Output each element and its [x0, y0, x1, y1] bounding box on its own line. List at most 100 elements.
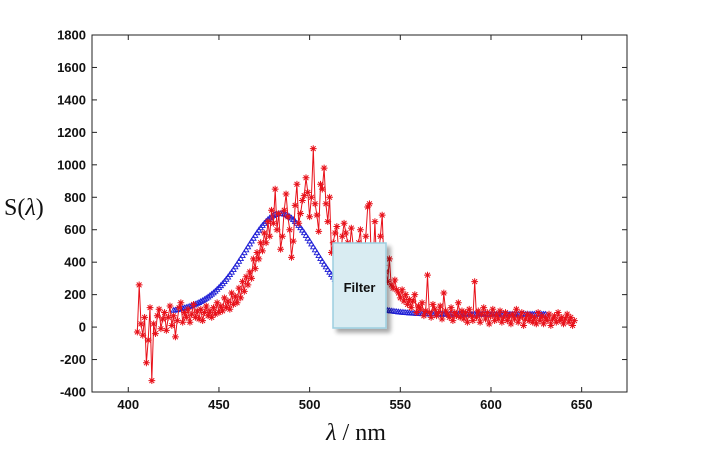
fitted-point	[297, 224, 304, 231]
measured-point	[434, 309, 442, 316]
measured-point	[420, 312, 428, 320]
measured-point	[364, 203, 372, 211]
measured-point	[275, 210, 283, 217]
measured-point	[220, 294, 228, 302]
measured-point	[164, 313, 172, 321]
measured-point	[264, 218, 272, 226]
measured-point	[141, 313, 148, 321]
measured-point	[522, 315, 529, 323]
measured-point	[143, 359, 150, 367]
measured-point	[395, 289, 402, 297]
fitted-point	[322, 263, 330, 270]
measured-point	[191, 313, 199, 321]
fitted-point	[300, 229, 308, 236]
measured-point	[567, 313, 575, 321]
x-tick-label: 550	[389, 397, 411, 412]
fitted-point	[244, 243, 252, 250]
measured-point	[494, 315, 502, 323]
measured-point	[139, 331, 147, 339]
measured-point	[177, 299, 185, 307]
measured-point	[233, 299, 241, 307]
measured-point	[347, 224, 355, 232]
measured-point	[213, 299, 221, 307]
measured-point	[438, 315, 446, 323]
measured-point	[338, 232, 346, 240]
measured-point	[271, 185, 279, 193]
fitted-point	[309, 243, 317, 250]
measured-point	[237, 294, 245, 302]
measured-point	[445, 313, 453, 321]
measured-point	[318, 185, 326, 193]
measured-point	[540, 320, 547, 328]
measured-point	[324, 218, 332, 226]
measured-point	[478, 310, 486, 318]
measured-point	[322, 200, 330, 208]
y-tick-label: 400	[64, 255, 86, 270]
measured-point	[293, 180, 301, 188]
x-tick-label: 400	[117, 397, 139, 412]
measured-point	[458, 307, 466, 315]
measured-point	[137, 320, 145, 328]
measured-point	[282, 190, 290, 198]
measured-point	[152, 330, 159, 337]
measured-point	[483, 309, 491, 316]
measured-point	[273, 226, 281, 234]
y-tick-label: 1200	[57, 125, 86, 140]
fitted-point	[299, 226, 306, 233]
measured-point	[561, 315, 569, 323]
measured-point	[480, 304, 488, 312]
measured-point	[418, 299, 426, 307]
measured-point	[135, 281, 143, 289]
y-tick-label: 1800	[57, 28, 86, 43]
measured-point	[144, 336, 152, 344]
measured-point	[384, 278, 392, 286]
measured-point	[552, 318, 560, 326]
measured-point	[201, 309, 208, 316]
measured-point	[378, 211, 386, 219]
measured-point	[251, 265, 259, 273]
measured-point	[469, 317, 477, 324]
measured-point	[464, 318, 471, 326]
measured-point	[440, 289, 448, 297]
measured-point	[302, 174, 310, 182]
measured-point	[433, 312, 440, 320]
measured-point	[362, 232, 370, 240]
y-tick-label: 200	[64, 287, 86, 302]
measured-point	[538, 312, 546, 320]
measured-point	[342, 229, 350, 237]
x-tick-label: 500	[299, 397, 321, 412]
measured-point	[536, 317, 544, 324]
y-tick-label: -200	[60, 352, 86, 367]
measured-point	[133, 328, 141, 336]
measured-point	[366, 200, 373, 208]
measured-point	[512, 305, 520, 313]
x-axis-ticks: 400 450 500 550 600 650	[117, 35, 593, 412]
measured-point	[431, 305, 439, 313]
measured-point	[487, 312, 495, 320]
measured-point	[333, 223, 341, 230]
measured-point	[565, 318, 573, 326]
measured-point	[514, 318, 522, 326]
measured-point	[255, 255, 263, 263]
measured-point	[493, 310, 500, 318]
measured-point	[326, 193, 333, 201]
measured-point	[284, 213, 292, 221]
measured-point	[554, 309, 562, 316]
measured-point	[460, 315, 468, 323]
measured-point	[259, 247, 266, 255]
measured-point	[467, 312, 475, 320]
measured-point	[386, 255, 393, 263]
measured-point	[260, 229, 268, 237]
measured-point	[516, 313, 524, 321]
measured-point	[268, 206, 275, 214]
measured-point	[502, 309, 509, 316]
measured-point	[159, 315, 167, 323]
measured-point	[235, 284, 243, 292]
measured-point	[462, 309, 469, 316]
measured-point	[523, 310, 531, 318]
filter-box	[332, 242, 387, 329]
measured-point	[202, 302, 210, 310]
measured-point	[297, 210, 304, 217]
measured-point	[547, 322, 555, 329]
